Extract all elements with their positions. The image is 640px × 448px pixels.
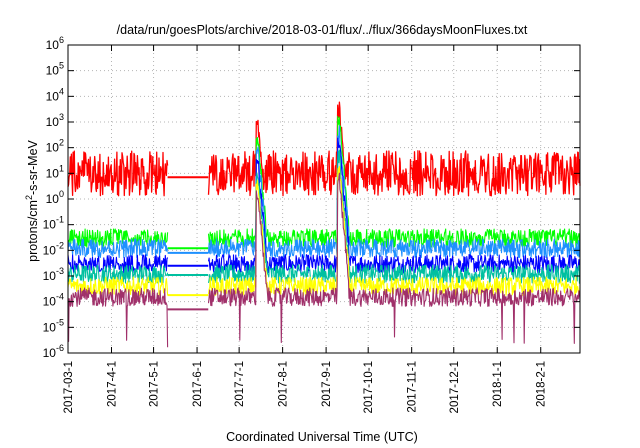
y-tick-label: 104 bbox=[46, 86, 64, 103]
y-tick-label: 10-2 bbox=[43, 240, 64, 257]
series-4 bbox=[67, 137, 581, 274]
series-line bbox=[67, 115, 581, 248]
series-2 bbox=[67, 115, 581, 250]
y-tick-label: 106 bbox=[46, 35, 64, 52]
series-3 bbox=[67, 125, 581, 259]
plot-frame bbox=[67, 44, 581, 354]
series-line bbox=[67, 137, 581, 274]
y-tick-label: 10-3 bbox=[43, 266, 64, 283]
y-axis-label: protons/cm2-s-sr-MeV bbox=[24, 139, 40, 261]
y-tick-label: 10-4 bbox=[43, 292, 64, 309]
x-tick-label: 2018-1-1 bbox=[492, 361, 504, 407]
grid bbox=[68, 45, 580, 353]
axes: 10-6 10-5 10-4 10-3 10-2 10-1 100 101 102 103 104 1… bbox=[43, 35, 581, 413]
y-tick-label: 10-6 bbox=[43, 343, 64, 360]
x-tick-label: 2017-9-1 bbox=[321, 361, 333, 407]
series-line bbox=[67, 172, 581, 348]
series-line bbox=[67, 125, 581, 259]
x-tick-label: 2017-03-1 bbox=[63, 361, 75, 413]
series-group bbox=[67, 101, 581, 348]
x-axis-label: Coordinated Universal Time (UTC) bbox=[226, 430, 418, 444]
x-tick-label: 2017-8-1 bbox=[278, 361, 290, 407]
x-tick-label: 2018-2-1 bbox=[536, 361, 548, 407]
y-tick-label: 100 bbox=[46, 189, 64, 206]
x-tick-label: 2017-10-1 bbox=[363, 361, 375, 413]
y-tick-label: 105 bbox=[46, 61, 64, 78]
y-tick-label: 10-5 bbox=[43, 317, 64, 334]
chart-title: /data/run/goesPlots/archive/2018-03-01/f… bbox=[117, 23, 528, 37]
x-tick-label: 2017-4-1 bbox=[106, 361, 118, 407]
x-tick-label: 2017-11-1 bbox=[407, 361, 419, 413]
y-tick-label: 102 bbox=[46, 138, 64, 155]
series-7 bbox=[67, 172, 581, 348]
y-tick-label: 10-1 bbox=[43, 215, 64, 232]
y-tick-label: 103 bbox=[46, 112, 64, 129]
x-tick-label: 2017-12-1 bbox=[449, 361, 461, 413]
x-tick-label: 2017-5-1 bbox=[149, 361, 161, 407]
series-line bbox=[67, 101, 581, 197]
series-1 bbox=[67, 101, 581, 197]
x-tick-label: 2017-6-1 bbox=[192, 361, 204, 407]
x-tick-label: 2017-7-1 bbox=[234, 361, 246, 407]
y-tick-label: 101 bbox=[46, 163, 64, 180]
